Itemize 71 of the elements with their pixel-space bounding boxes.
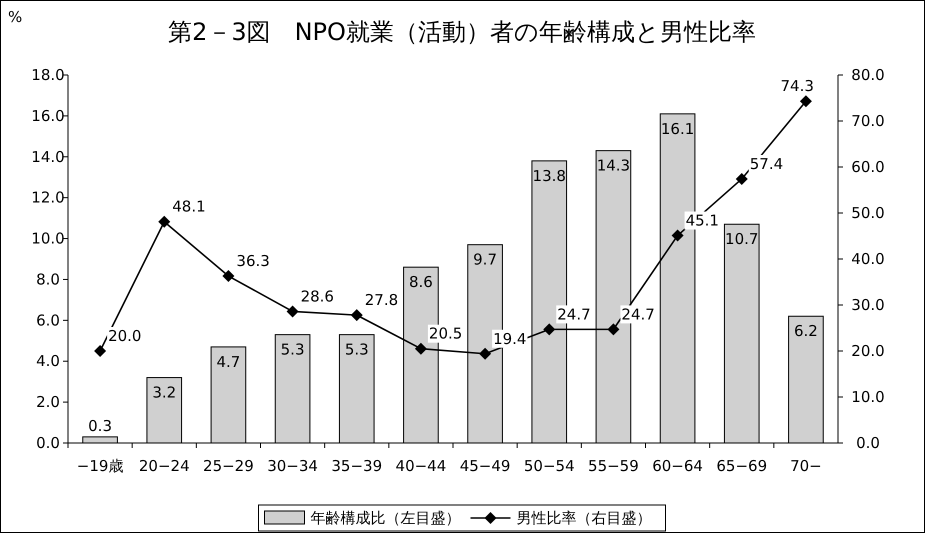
y-tick-label: 14.0 (31, 148, 65, 166)
point (158, 216, 170, 228)
x-tick-label: 55−59 (588, 457, 639, 475)
y-tick-label: 4.0 (36, 352, 60, 370)
legend-label: 男性比率（右目盛） (516, 509, 652, 527)
legend-label: 年齢構成比（左目盛） (310, 509, 460, 527)
data-label: 45.1 (686, 212, 719, 230)
data-label: 20.5 (428, 324, 462, 343)
data-label: 24.7 (621, 305, 655, 324)
y-tick-label: 18.0 (31, 66, 65, 84)
data-label: 3.2 (152, 384, 176, 402)
y2-tick-label: 70.0 (851, 112, 885, 130)
y-tick-label: 16.0 (31, 106, 65, 125)
y2-tick-label: 50.0 (851, 204, 885, 222)
data-label: 48.1 (172, 198, 206, 216)
y2-tick-label: 30.0 (851, 296, 885, 314)
x-tick-label: 25−29 (203, 457, 254, 475)
x-tick-label: 65−69 (716, 457, 768, 475)
data-label: 74.3 (780, 77, 814, 96)
x-tick-label: 30−34 (267, 457, 318, 475)
data-label: 5.3 (280, 340, 305, 359)
data-label: 10.7 (725, 230, 758, 248)
data-label: 36.3 (236, 252, 270, 270)
x-tick-label: 40−44 (396, 457, 446, 475)
data-label: 4.7 (216, 352, 240, 371)
y2-tick-label: 40.0 (851, 250, 885, 268)
data-label: 24.7 (557, 305, 591, 324)
point (800, 95, 812, 108)
y-tick-label: 6.0 (36, 311, 60, 330)
point (222, 270, 234, 282)
data-label: 57.4 (750, 154, 784, 173)
x-tick-label: −19歳 (76, 457, 124, 475)
y2-tick-label: 0.0 (856, 434, 880, 452)
x-tick-label: 45−49 (460, 457, 510, 475)
point (543, 323, 556, 336)
x-tick-label: 20−24 (138, 457, 190, 475)
x-tick-label: 50−54 (524, 457, 575, 475)
y-tick-label: 8.0 (36, 270, 60, 288)
y2-tick-label: 10.0 (851, 388, 885, 406)
data-label: 14.3 (596, 156, 630, 175)
chart-title: 第2－3図 NPO就業（活動）者の年齢構成と男性比率 (168, 18, 756, 46)
point (672, 230, 684, 242)
data-label: 16.1 (660, 120, 694, 138)
point (479, 348, 492, 360)
point (414, 342, 427, 355)
y2-tick-label: 80.0 (851, 66, 885, 84)
data-label: 0.3 (88, 416, 112, 435)
y-axis-title: % (8, 8, 22, 26)
point (736, 172, 748, 185)
data-label: 28.6 (300, 287, 334, 306)
data-label: 6.2 (794, 322, 818, 340)
point (94, 345, 106, 357)
data-label: 27.8 (364, 291, 398, 310)
data-label: 19.4 (493, 330, 526, 348)
y2-tick-label: 20.0 (851, 342, 885, 360)
point (286, 305, 299, 318)
point (350, 309, 363, 322)
x-tick-label: 35−39 (331, 457, 382, 475)
point (607, 323, 620, 336)
data-label: 8.6 (408, 273, 433, 292)
y-tick-label: 2.0 (36, 393, 60, 412)
data-label: 13.8 (532, 166, 566, 185)
data-label: 9.7 (473, 250, 498, 269)
y-tick-label: 10.0 (31, 230, 65, 248)
data-label: 5.3 (344, 340, 369, 359)
y-tick-label: 12.0 (31, 188, 65, 207)
y2-tick-label: 60.0 (851, 158, 885, 176)
y-tick-label: 0.0 (36, 434, 60, 452)
x-tick-label: 60−64 (652, 457, 703, 475)
data-label: 20.0 (108, 327, 142, 345)
x-tick-label: 70− (790, 457, 822, 475)
